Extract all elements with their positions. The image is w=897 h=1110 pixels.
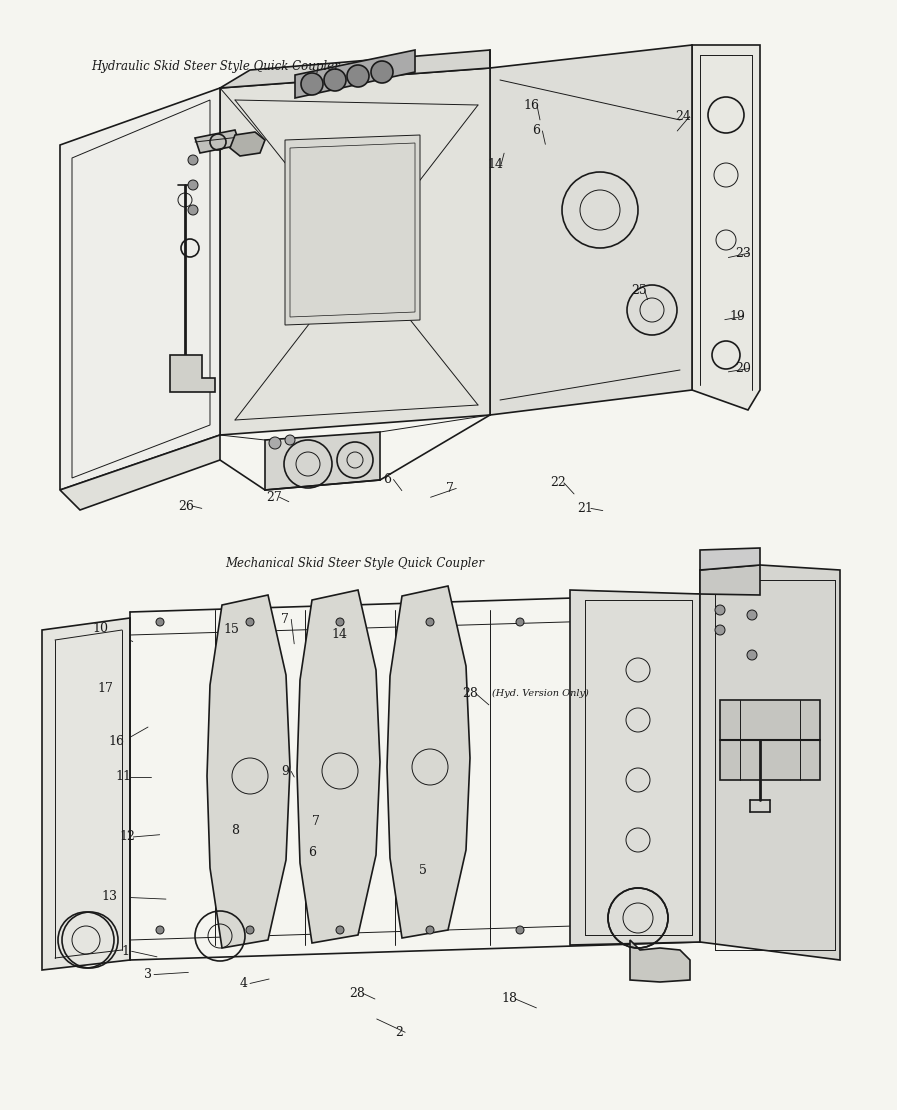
- Polygon shape: [60, 435, 220, 509]
- Polygon shape: [220, 50, 490, 88]
- Circle shape: [336, 926, 344, 934]
- Text: 9: 9: [282, 765, 289, 778]
- Text: 16: 16: [109, 735, 125, 748]
- Text: 14: 14: [487, 158, 503, 171]
- Polygon shape: [170, 355, 215, 392]
- Text: 10: 10: [92, 622, 109, 635]
- Circle shape: [188, 180, 198, 190]
- Polygon shape: [700, 565, 840, 960]
- Circle shape: [747, 650, 757, 660]
- Polygon shape: [42, 618, 130, 970]
- Polygon shape: [630, 940, 690, 982]
- Text: 12: 12: [119, 830, 135, 844]
- Text: 21: 21: [577, 502, 593, 515]
- Polygon shape: [387, 586, 470, 938]
- Circle shape: [426, 618, 434, 626]
- Text: 6: 6: [384, 473, 391, 486]
- Polygon shape: [195, 130, 240, 153]
- Text: 15: 15: [223, 623, 239, 636]
- Text: 23: 23: [735, 246, 751, 260]
- Text: 4: 4: [240, 977, 248, 990]
- Circle shape: [715, 605, 725, 615]
- Text: 1: 1: [122, 945, 129, 958]
- Text: Mechanical Skid Steer Style Quick Coupler: Mechanical Skid Steer Style Quick Couple…: [225, 557, 483, 571]
- Polygon shape: [700, 548, 760, 571]
- Circle shape: [188, 205, 198, 215]
- Circle shape: [516, 926, 524, 934]
- Text: 2: 2: [396, 1026, 403, 1039]
- Text: 3: 3: [144, 968, 152, 981]
- Circle shape: [371, 61, 393, 83]
- Text: 18: 18: [501, 992, 518, 1006]
- Text: 5: 5: [420, 864, 427, 877]
- Circle shape: [347, 65, 369, 87]
- Circle shape: [188, 155, 198, 165]
- Polygon shape: [207, 595, 290, 948]
- Text: 16: 16: [523, 99, 539, 112]
- Text: 6: 6: [533, 124, 540, 138]
- Circle shape: [269, 437, 281, 450]
- Text: 26: 26: [179, 500, 195, 513]
- Text: 7: 7: [312, 815, 319, 828]
- Text: 19: 19: [729, 310, 745, 323]
- Circle shape: [246, 618, 254, 626]
- Circle shape: [516, 618, 524, 626]
- Circle shape: [246, 926, 254, 934]
- Polygon shape: [295, 50, 415, 98]
- Text: 28: 28: [349, 987, 365, 1000]
- Polygon shape: [570, 591, 700, 945]
- Text: 22: 22: [550, 476, 566, 490]
- Circle shape: [324, 69, 346, 91]
- Polygon shape: [230, 132, 265, 157]
- Text: 28: 28: [462, 687, 478, 700]
- Polygon shape: [285, 135, 420, 325]
- Text: 7: 7: [447, 482, 454, 495]
- Polygon shape: [700, 565, 760, 595]
- Text: 27: 27: [266, 491, 282, 504]
- Text: 17: 17: [98, 682, 114, 695]
- Text: 20: 20: [735, 362, 751, 375]
- Text: (Hyd. Version Only): (Hyd. Version Only): [492, 689, 588, 698]
- Text: 14: 14: [331, 628, 347, 642]
- Circle shape: [715, 625, 725, 635]
- Polygon shape: [720, 700, 820, 780]
- Circle shape: [426, 926, 434, 934]
- Text: 11: 11: [116, 770, 132, 784]
- Text: Hydraulic Skid Steer Style Quick Coupler: Hydraulic Skid Steer Style Quick Coupler: [91, 60, 340, 73]
- Polygon shape: [490, 46, 692, 415]
- Polygon shape: [220, 68, 490, 435]
- Circle shape: [156, 618, 164, 626]
- Text: 7: 7: [282, 613, 289, 626]
- Text: 13: 13: [101, 890, 118, 904]
- Text: 8: 8: [231, 824, 239, 837]
- Text: 6: 6: [309, 846, 316, 859]
- Circle shape: [336, 618, 344, 626]
- Text: 24: 24: [675, 110, 692, 123]
- Polygon shape: [60, 88, 220, 490]
- Circle shape: [285, 435, 295, 445]
- Polygon shape: [692, 46, 760, 410]
- Polygon shape: [297, 591, 380, 944]
- Text: 25: 25: [631, 284, 647, 297]
- Circle shape: [301, 73, 323, 95]
- Polygon shape: [265, 432, 380, 490]
- Circle shape: [747, 610, 757, 620]
- Circle shape: [156, 926, 164, 934]
